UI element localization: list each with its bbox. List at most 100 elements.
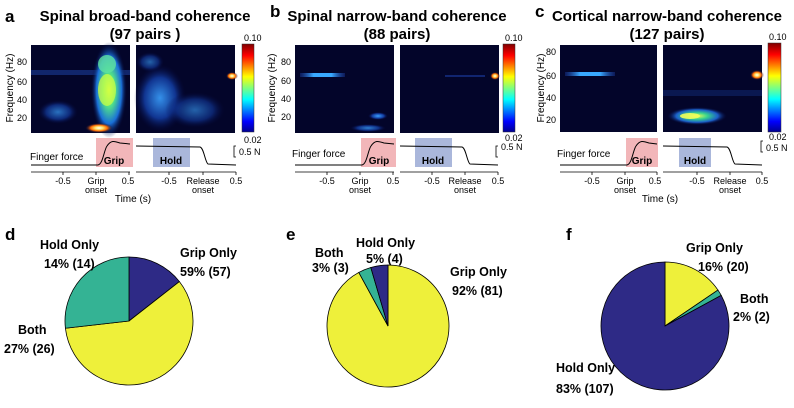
panel-f-letter: f <box>566 225 572 244</box>
panel-c-colorbar <box>767 42 782 133</box>
pie-f-label-grip-only: Grip Only <box>686 241 743 255</box>
panel-b-x-tick: 0.5 <box>492 176 505 186</box>
pie-e-value-hold-only: 5% (4) <box>366 252 403 266</box>
panel-b-grip-shade <box>361 138 396 167</box>
panel-a-x-tick-line2: onset <box>85 185 108 195</box>
panel-c-x-tick: 0.5 <box>756 176 769 186</box>
panel-a-x-tick-line2: onset <box>192 185 215 195</box>
panel-a-grip-label: Grip <box>104 156 125 167</box>
panel-a-x-tick: 0.5 <box>122 176 135 186</box>
panel-b-x-tick: -0.5 <box>319 176 335 186</box>
panel-a-x-tick: Release <box>186 176 219 186</box>
panel-b-y-tick: 60 <box>281 76 291 86</box>
panel-a-hold-label: Hold <box>160 156 182 167</box>
pie-e-label-hold-only: Hold Only <box>356 236 415 250</box>
panel-c-grip-shade <box>626 138 658 167</box>
panel-c-force-trace-grip <box>560 140 658 166</box>
panel-b-x-tick: 0.5 <box>387 176 400 186</box>
panel-c-y-tick: 40 <box>546 93 556 103</box>
panel-b-force-trace-grip <box>295 140 395 166</box>
pie-d-label-grip-only: Grip Only <box>180 246 237 260</box>
panel-b-grip-label: Grip <box>369 156 390 167</box>
panel-c-x-tick: Release <box>713 176 746 186</box>
pie-e-label-grip-only: Grip Only <box>450 265 507 279</box>
panel-c-y-tick: 60 <box>546 71 556 81</box>
pie-d-label-hold-only: Hold Only <box>40 238 99 252</box>
panel-c-grip-label: Grip <box>632 156 653 167</box>
panel-b-x-tick-line2: onset <box>454 185 477 195</box>
panel-c-x-tick-line2: onset <box>614 185 637 195</box>
pie-d <box>64 256 194 386</box>
pie-d-slice-hold-only <box>128 256 180 322</box>
panel-c-hold-label: Hold <box>684 156 706 167</box>
panel-a-spectrogram-hold <box>134 45 238 133</box>
panel-c-x-tick: -0.5 <box>689 176 705 186</box>
panel-a-title-line2: (97 pairs ) <box>110 26 181 43</box>
panel-b-colorbar <box>502 43 516 133</box>
pie-f-slice-grip-only <box>664 261 719 327</box>
panel-e-letter: e <box>286 225 295 244</box>
pie-e-value-grip-only: 92% (81) <box>452 284 503 298</box>
panel-f: f Grip Only 16% (20) Both 2% (2) Hold On… <box>556 225 770 396</box>
panel-b-x-tick: Release <box>448 176 481 186</box>
panel-b-force-label: Finger force <box>292 149 346 160</box>
panel-a-force-label: Finger force <box>30 152 84 163</box>
pie-f-value-grip-only: 16% (20) <box>698 260 749 274</box>
panel-a-spectrogram-grip <box>31 42 130 138</box>
panel-c-y-tick: 20 <box>546 115 556 125</box>
panel-a-y-tick: 20 <box>17 113 27 123</box>
panel-c-y-label: Frequency (Hz) <box>536 54 547 123</box>
panel-b-letter: b <box>270 2 280 21</box>
panel-c-hold-shade <box>679 138 711 167</box>
panel-c-x-tick: Grip <box>616 176 633 186</box>
panel-c-x-tick: -0.5 <box>584 176 600 186</box>
panel-a-y-tick: 80 <box>17 57 27 67</box>
panel-b-hold-shade <box>415 138 452 167</box>
panel-a-y-tick: 60 <box>17 77 27 87</box>
panel-a-title-line1: Spinal broad-band coherence <box>40 8 251 25</box>
panel-b: b Spinal narrow-band coherence (88 pairs… <box>267 2 523 195</box>
panel-c-x-tick-line2: onset <box>719 185 742 195</box>
panel-c-y-tick: 80 <box>546 47 556 57</box>
pie-e-value-both: 3% (3) <box>312 261 349 275</box>
panel-a-hold-shade <box>153 138 190 167</box>
panel-c-scale-bar <box>760 140 763 153</box>
panel-c-spectrogram-hold <box>663 45 764 132</box>
panel-c-colorbar-min: 0.02 <box>769 132 787 142</box>
panel-b-y-tick: 40 <box>281 94 291 104</box>
pie-f-value-hold-only: 83% (107) <box>556 382 614 396</box>
pie-e-slice-hold-only <box>370 264 389 327</box>
panel-a-y-label: Frequency (Hz) <box>5 54 16 123</box>
panel-e: e Both 3% (3) Hold Only 5% (4) Grip Only… <box>286 225 507 388</box>
panel-b-scale-label: 0.5 N <box>501 142 523 152</box>
panel-b-force-trace-hold <box>399 145 499 166</box>
panel-a-scale-bar <box>233 145 236 158</box>
panel-c-force-label: Finger force <box>557 149 611 160</box>
panel-b-spectrogram-hold <box>400 45 500 133</box>
panel-d-letter: d <box>5 225 15 244</box>
pie-e-label-both: Both <box>315 246 343 260</box>
pie-f-label-both: Both <box>740 292 768 306</box>
panel-a-colorbar-max: 0.10 <box>244 33 262 43</box>
panel-c-title-line2: (127 pairs) <box>629 26 704 43</box>
panel-b-spectrogram-grip <box>295 45 394 133</box>
pie-d-label-both: Both <box>18 323 46 337</box>
panel-b-colorbar-min: 0.02 <box>505 133 523 143</box>
panel-c-x-label: Time (s) <box>642 194 678 205</box>
panel-b-x-tick-line2: onset <box>349 185 372 195</box>
panel-a: a Spinal broad-band coherence (97 pairs … <box>5 7 262 205</box>
panel-c-spectrogram-grip <box>560 45 657 132</box>
panel-b-hold-label: Hold <box>422 156 444 167</box>
panel-c-letter: c <box>535 2 544 21</box>
panel-a-x-tick: -0.5 <box>161 176 177 186</box>
pie-d-value-both: 27% (26) <box>4 342 55 356</box>
panel-a-colorbar-min: 0.02 <box>244 135 262 145</box>
panel-b-y-tick: 80 <box>281 57 291 67</box>
panel-a-x-tick: 0.5 <box>230 176 243 186</box>
panel-b-x-tick: -0.5 <box>424 176 440 186</box>
panel-c-x-tick: 0.5 <box>649 176 662 186</box>
panel-a-letter: a <box>5 7 15 26</box>
panel-a-y-tick: 40 <box>17 95 27 105</box>
